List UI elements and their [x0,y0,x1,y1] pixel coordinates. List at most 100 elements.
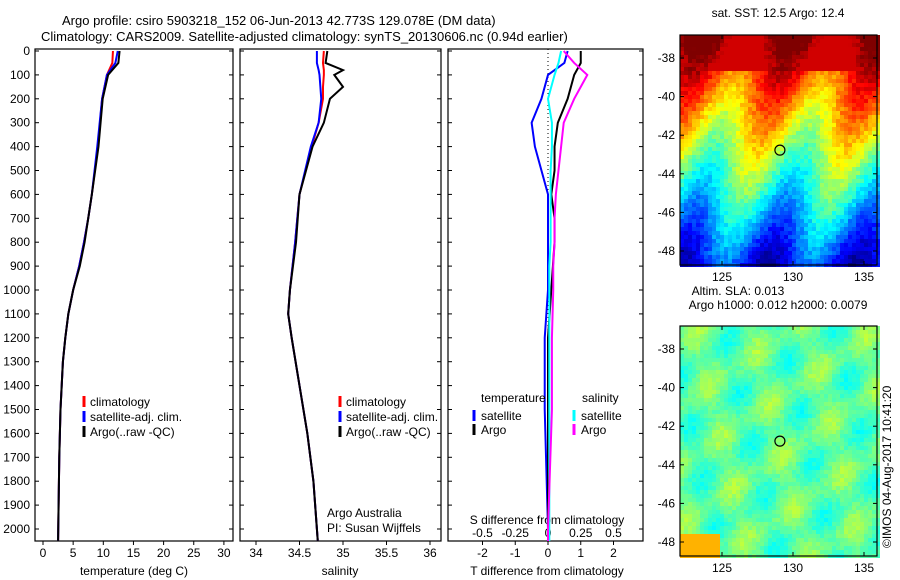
map-cell [696,466,700,470]
map-cell [796,199,800,203]
map-cell [860,215,864,219]
map-cell [860,426,864,430]
map-cell [744,107,748,111]
map-cell [780,458,784,462]
map-cell [772,239,776,243]
map-cell [848,374,852,378]
map-cell [828,115,832,119]
map-cell [764,434,768,438]
map-cell [688,43,692,47]
map-cell [840,155,844,159]
map-cell [844,111,848,115]
map-cell [728,203,732,207]
map-cell [708,326,712,330]
series-line-satellite-adj-clim- [287,51,323,542]
map-cell [688,83,692,87]
map-cell [804,127,808,131]
map-cell [696,390,700,394]
map-cell [776,107,780,111]
map-cell [728,462,732,466]
map-cell [816,99,820,103]
map-cell [772,143,776,147]
map-cell [876,442,880,446]
map-cell [716,338,720,342]
map-cell [876,171,880,175]
map-cell [728,75,732,79]
map-cell [876,346,880,350]
map-cell [800,171,804,175]
map-cell [728,63,732,67]
map-cell [764,43,768,47]
map-cell [788,434,792,438]
map-cell [756,183,760,187]
map-cell [812,191,816,195]
map-cell [768,187,772,191]
map-cell [820,386,824,390]
map-cell [784,255,788,259]
map-cell [828,426,832,430]
map-cell [740,87,744,91]
map-cell [752,354,756,358]
map-cell [780,127,784,131]
series-line-salinity-argo [547,50,589,541]
map-cell [764,115,768,119]
map-cell [860,127,864,131]
map-cell [688,450,692,454]
map-cell [852,438,856,442]
map-cell [836,211,840,215]
map-cell [692,99,696,103]
map-cell [776,231,780,235]
map-cell [848,51,852,55]
map-cell [844,462,848,466]
map-cell [876,115,880,119]
map-cell [816,366,820,370]
map-cell [792,398,796,402]
map-cell [808,55,812,59]
map-cell [756,374,760,378]
map-cell [696,442,700,446]
map-cell [700,175,704,179]
map-cell [820,167,824,171]
map-cell [692,71,696,75]
map-cell [872,243,876,247]
map-cell [704,223,708,227]
map-cell [868,414,872,418]
map-cell [728,131,732,135]
map-cell [856,147,860,151]
map-cell [860,151,864,155]
map-cell [860,450,864,454]
map-cell [836,127,840,131]
map-cell [724,115,728,119]
map-cell [784,163,788,167]
map-cell [684,155,688,159]
map-cell [684,179,688,183]
map-cell [864,394,868,398]
map-cell [852,147,856,151]
map-cell [840,382,844,386]
map-cell [792,370,796,374]
map-cell [828,47,832,51]
map-cell [732,71,736,75]
map-cell [752,334,756,338]
map-cell [820,227,824,231]
map-cell [740,123,744,127]
map-cell [752,179,756,183]
map-cell [748,219,752,223]
map-cell [740,382,744,386]
map-cell [740,223,744,227]
map-cell [864,183,868,187]
map-cell [820,235,824,239]
map-cell [700,450,704,454]
map-cell [744,231,748,235]
map-cell [832,223,836,227]
map-cell [716,386,720,390]
map-cell [704,458,708,462]
map-cell [772,466,776,470]
map-cell [700,139,704,143]
map-cell [864,398,868,402]
map-cell [772,374,776,378]
map-cell [712,43,716,47]
map-cell [752,231,756,235]
map-cell [844,378,848,382]
map-cell [808,71,812,75]
